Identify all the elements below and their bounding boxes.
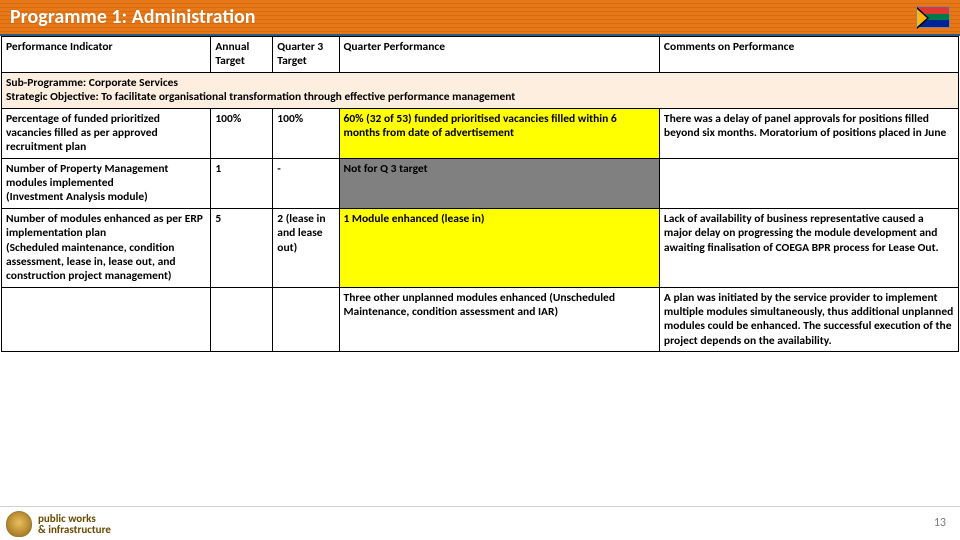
cell-comments (659, 158, 958, 208)
performance-table: Performance Indicator Annual Target Quar… (1, 36, 959, 352)
sub-programme-line2: Strategic Objective: To facilitate organ… (6, 90, 954, 104)
footer-dept-text: public works & infrastructure (38, 513, 111, 535)
cell-annual (211, 287, 273, 352)
footer-dept-line1: public works (38, 513, 111, 524)
table-header-row: Performance Indicator Annual Target Quar… (2, 37, 959, 73)
col-indicator: Performance Indicator (2, 37, 211, 73)
col-q-perf: Quarter Performance (339, 37, 659, 73)
cell-perf: 1 Module enhanced (lease in) (339, 208, 659, 287)
cell-indicator: Number of Property Management modules im… (2, 158, 211, 208)
slide-title: Programme 1: Administration (10, 5, 256, 29)
cell-q3-target: - (273, 158, 339, 208)
cell-indicator (2, 287, 211, 352)
cell-annual: 5 (211, 208, 273, 287)
footer-logo: public works & infrastructure (6, 511, 111, 537)
cell-indicator: Number of modules enhanced as per ERP im… (2, 208, 211, 287)
cell-q3-target: 2 (lease in and lease out) (273, 208, 339, 287)
slide-footer: public works & infrastructure (0, 506, 960, 540)
col-annual: Annual Target (211, 37, 273, 73)
cell-comments: A plan was initiated by the service prov… (659, 287, 958, 352)
cell-perf: Three other unplanned modules enhanced (… (339, 287, 659, 352)
cell-annual: 1 (211, 158, 273, 208)
table-row: Three other unplanned modules enhanced (… (2, 287, 959, 352)
col-q3-target: Quarter 3 Target (273, 37, 339, 73)
table-row: Percentage of funded prioritized vacanci… (2, 108, 959, 158)
table-row: Number of modules enhanced as per ERP im… (2, 208, 959, 287)
cell-annual: 100% (211, 108, 273, 158)
sub-programme-line1: Sub-Programme: Corporate Services (6, 76, 954, 90)
cell-comments: Lack of availability of business represe… (659, 208, 958, 287)
table-row: Number of Property Management modules im… (2, 158, 959, 208)
cell-perf: 60% (32 of 53) funded prioritised vacanc… (339, 108, 659, 158)
cell-q3-target: 100% (273, 108, 339, 158)
cell-q3-target (273, 287, 339, 352)
col-comments: Comments on Performance (659, 37, 958, 73)
coat-of-arms-icon (6, 511, 32, 537)
footer-dept-line2: & infrastructure (38, 524, 111, 535)
sa-flag-icon (916, 6, 950, 28)
page-number: 13 (934, 516, 946, 530)
slide-header: Programme 1: Administration (0, 0, 960, 36)
sub-programme-row: Sub-Programme: Corporate Services Strate… (2, 72, 959, 108)
cell-indicator: Percentage of funded prioritized vacanci… (2, 108, 211, 158)
cell-comments: There was a delay of panel approvals for… (659, 108, 958, 158)
sub-programme-cell: Sub-Programme: Corporate Services Strate… (2, 72, 959, 108)
cell-perf: Not for Q 3 target (339, 158, 659, 208)
